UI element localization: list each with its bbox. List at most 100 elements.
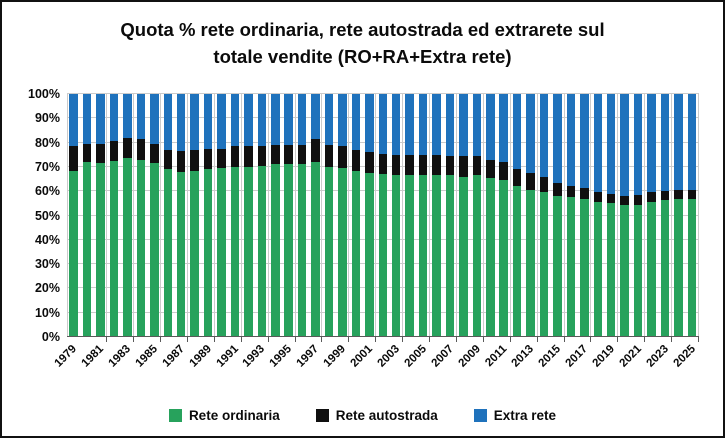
bar-2003-segment-rete-ordinaria [391, 175, 401, 337]
x-axis-tick [455, 337, 457, 342]
x-axis-label-2007: 2007 [429, 343, 456, 370]
legend-swatch-extra-rete [473, 408, 487, 422]
gridline-vertical [590, 94, 592, 337]
bar-1999-segment-rete-ordinaria [338, 168, 347, 337]
bar-2022 [645, 94, 658, 337]
bar-1999-segment-rete-autostrada [338, 146, 347, 169]
x-axis-tick [563, 337, 565, 342]
bar-1990-segment-extra-rete [217, 94, 226, 149]
bar-2001 [363, 94, 376, 337]
bar-2021 [631, 94, 644, 337]
chart-title-line-2: totale vendite (RO+RA+Extra rete) [213, 46, 512, 67]
x-axis-tick [698, 337, 699, 342]
bar-2023 [658, 94, 671, 337]
legend-label-rete-ordinaria: Rete ordinaria [188, 407, 280, 423]
plot-area [67, 93, 699, 337]
x-axis-tick [267, 337, 269, 342]
bar-1981 [94, 94, 107, 337]
bar-2015-segment-extra-rete [553, 94, 562, 183]
bar-1979-segment-rete-ordinaria [69, 170, 78, 337]
x-axis-tick [213, 337, 215, 342]
x-axis-label-1981: 1981 [79, 343, 107, 370]
x-axis-tick [482, 337, 484, 342]
bar-1988-segment-rete-autostrada [190, 149, 199, 171]
bar-2025-segment-rete-autostrada [687, 190, 697, 199]
bar-2010 [484, 94, 497, 337]
x-axis-label-2003: 2003 [375, 343, 402, 370]
bar-1995 [282, 94, 295, 337]
x-axis-labels: 1979 1981 1983 1985 1987 1989 1991 1993 1995 1997… [53, 343, 699, 389]
bar-1989-segment-extra-rete [203, 94, 213, 149]
bar-1979-segment-extra-rete [69, 94, 78, 147]
bar-1980-segment-extra-rete [82, 94, 92, 144]
gridline-vertical [698, 94, 699, 337]
x-axis-label-1995: 1995 [267, 343, 295, 370]
y-axis-label: 100% [28, 87, 60, 101]
gridline-vertical [375, 94, 377, 337]
bar-2020 [618, 94, 631, 337]
bar-2016-segment-extra-rete [566, 94, 576, 187]
gridline-vertical [106, 94, 108, 337]
bar-1992-segment-rete-autostrada [244, 146, 253, 167]
bar-2011 [497, 94, 510, 337]
bar-2018-segment-rete-ordinaria [593, 202, 602, 337]
bar-2024-segment-rete-ordinaria [674, 198, 683, 337]
bar-1993 [255, 94, 268, 337]
bar-2010-segment-rete-ordinaria [486, 177, 495, 337]
legend-item-rete-ordinaria: Rete ordinaria [168, 407, 280, 423]
bar-2025-segment-rete-ordinaria [687, 198, 697, 337]
bar-2024 [672, 94, 685, 337]
bar-2006 [430, 94, 443, 337]
y-axis-label: 90% [34, 111, 60, 126]
gridline-vertical [348, 94, 350, 337]
bar-2001-segment-rete-ordinaria [365, 172, 374, 337]
bar-2008-segment-rete-ordinaria [459, 176, 468, 337]
x-axis-label-1983: 1983 [106, 343, 134, 370]
legend-item-extra-rete: Extra rete [473, 408, 556, 423]
bar-1987-segment-rete-ordinaria [176, 171, 186, 337]
y-axis-labels: 100% 90% 80% 70% 60% 50% 40% 30% 20% 10% 0% [2, 87, 60, 344]
bar-2012-segment-rete-ordinaria [512, 186, 522, 337]
y-axis-label: 0% [41, 330, 60, 344]
legend-item-rete-autostrada: Rete autostrada [315, 408, 438, 423]
bar-2017-segment-rete-autostrada [580, 187, 589, 199]
bar-2013-segment-rete-ordinaria [526, 190, 535, 337]
bar-1996-segment-rete-ordinaria [297, 164, 307, 337]
bar-2000-segment-extra-rete [351, 94, 361, 150]
bar-1994-segment-rete-autostrada [271, 145, 280, 165]
bar-1995-segment-rete-autostrada [284, 145, 293, 165]
gridline-horizontal [67, 93, 699, 94]
gridline-vertical [267, 94, 269, 337]
bar-2023-segment-rete-autostrada [660, 191, 670, 200]
gridline-vertical [402, 94, 404, 337]
x-axis-label-2011: 2011 [483, 343, 510, 370]
bar-1981-segment-rete-ordinaria [96, 163, 105, 337]
gridline-vertical [617, 94, 619, 337]
bar-1982-segment-extra-rete [109, 94, 119, 142]
x-axis-tick [536, 337, 538, 342]
bar-1998 [322, 94, 335, 337]
y-axis-label: 10% [34, 305, 60, 320]
bar-2005 [416, 94, 429, 337]
gridline-vertical [187, 94, 189, 337]
bar-2005-segment-rete-autostrada [418, 154, 428, 176]
bar-2016-segment-rete-autostrada [566, 186, 576, 198]
x-axis-tick [187, 337, 189, 342]
legend: Rete ordinaria Rete autostrada Extra ret… [2, 405, 723, 425]
bar-2018-segment-rete-autostrada [593, 192, 602, 203]
bar-2002-segment-extra-rete [378, 94, 387, 154]
bar-2007-segment-extra-rete [445, 94, 455, 156]
x-axis-tick [160, 337, 162, 342]
bar-1988 [188, 94, 201, 337]
gridline-vertical [429, 94, 431, 337]
bar-2006-segment-rete-autostrada [432, 154, 441, 176]
bar-2015-segment-rete-ordinaria [553, 196, 562, 337]
bar-2011-segment-rete-ordinaria [499, 180, 508, 337]
bar-2000 [349, 94, 362, 337]
bar-1995-segment-rete-ordinaria [284, 164, 293, 337]
bar-1997-segment-rete-autostrada [311, 138, 320, 163]
x-axis-label-2025: 2025 [671, 343, 698, 370]
x-axis-tick [509, 337, 511, 342]
bar-1991-segment-rete-ordinaria [230, 166, 240, 337]
bar-1987 [175, 94, 188, 337]
